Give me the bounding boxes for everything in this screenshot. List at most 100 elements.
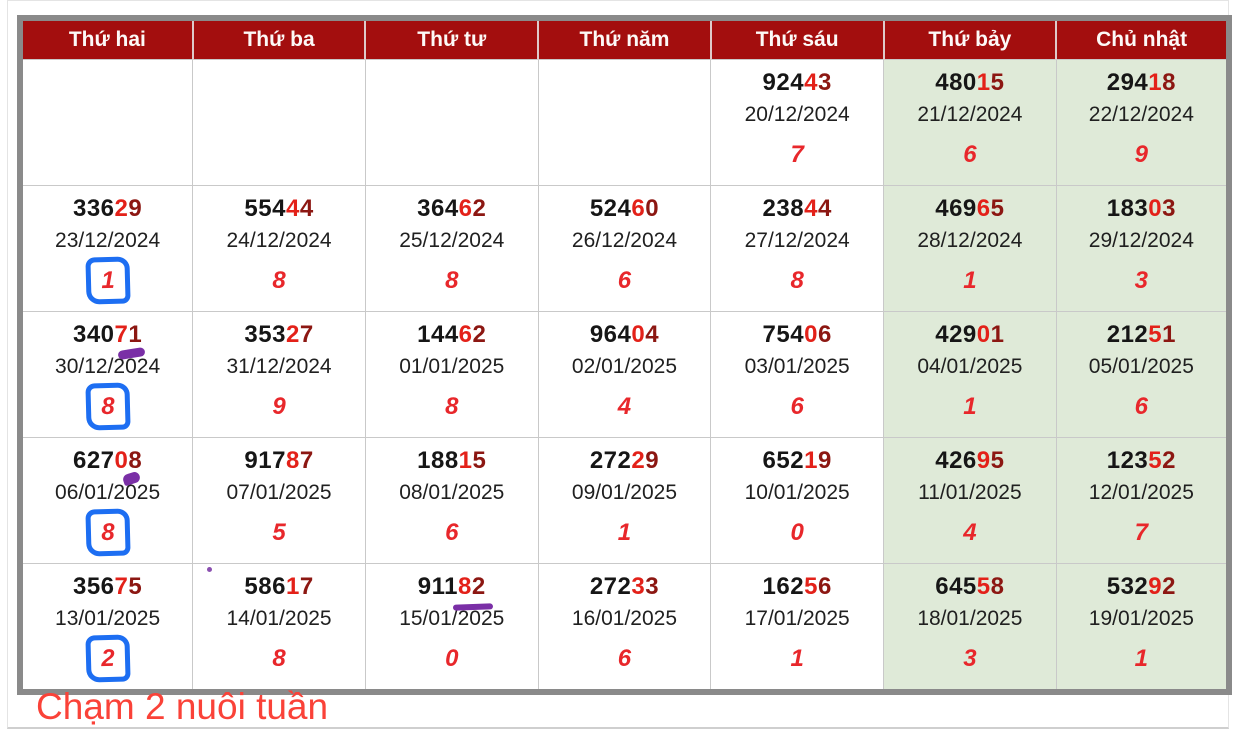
day-cell-content: 48015 21/12/2024 6: [884, 60, 1056, 185]
day-cell-content: 35327 31/12/2024 9: [193, 312, 365, 437]
number-prefix: 426: [935, 446, 977, 474]
touch-number-blue-box-annotation: 1: [84, 256, 131, 305]
number-digit5: 7: [299, 572, 314, 600]
day-cell: 27233 16/01/2025 6: [537, 563, 712, 693]
empty-day-cell: [192, 59, 366, 186]
number-digit5: 9: [128, 194, 143, 222]
result-date: 16/01/2025: [571, 606, 678, 630]
number-prefix: 336: [72, 194, 115, 222]
result-number: 35675: [73, 573, 142, 601]
number-digit5: 4: [645, 320, 660, 348]
result-number: 55444: [244, 195, 313, 223]
number-digit4: 2: [631, 446, 646, 474]
number-digit4: 5: [804, 572, 818, 600]
number-prefix: 754: [762, 320, 805, 348]
result-number: 35327: [244, 321, 313, 349]
day-cell: 96404 02/01/2025 4: [537, 311, 712, 438]
result-number: 42695: [935, 447, 1004, 475]
week-row-5: 35675 13/01/2025 2 58617 14/01/2025 8 91182 15/…: [19, 563, 1230, 693]
week-row-1: 92443 20/12/2024 7 48015 21/12/2024 6 29418 22/…: [19, 59, 1230, 186]
week-row-4: 62708 06/01/2025 8 91787 07/01/2025 5 18815 08/…: [19, 437, 1230, 564]
day-cell: 52460 26/12/2024 6: [537, 185, 712, 312]
number-prefix: 188: [417, 446, 459, 474]
result-number: 12352: [1107, 447, 1176, 475]
result-date: 04/01/2025: [917, 354, 1023, 378]
touch-line: 8: [84, 508, 131, 557]
day-cell-content: 55444 24/12/2024 8: [193, 186, 365, 311]
result-date: 01/01/2025: [399, 354, 505, 378]
number-digit5: 5: [472, 446, 487, 474]
number-digit5: 2: [1162, 572, 1176, 600]
result-date: 30/12/2024: [55, 354, 161, 378]
result-date: 08/01/2025: [399, 480, 505, 504]
day-cell-content: 18815 08/01/2025 6: [366, 438, 538, 563]
touch-line: 1: [790, 637, 803, 681]
touch-line: 1: [618, 511, 631, 555]
number-prefix: 645: [935, 572, 977, 600]
number-prefix: 586: [244, 572, 286, 600]
lottery-results-table: Thứ hai Thứ ba Thứ tư Thứ năm Thứ sáu Thứ bảy…: [17, 15, 1232, 695]
day-cell-content: 27233 16/01/2025 6: [539, 564, 711, 689]
touch-line: 6: [618, 259, 631, 303]
touch-line: 5: [272, 511, 285, 555]
number-prefix: 212: [1106, 320, 1149, 348]
touch-number: 7: [1134, 518, 1149, 546]
empty-day-cell: [537, 59, 712, 186]
number-prefix: 469: [935, 194, 977, 222]
result-date: 21/12/2024: [917, 102, 1023, 126]
number-prefix: 627: [72, 446, 115, 474]
number-digit5: 2: [1162, 446, 1176, 474]
number-digit5: 9: [645, 446, 660, 474]
touch-line: 1: [1135, 637, 1148, 681]
result-date: 03/01/2025: [744, 354, 850, 378]
number-digit5: 1: [1162, 320, 1176, 348]
day-cell-content: 42901 04/01/2025 1: [884, 312, 1056, 437]
result-date: 25/12/2024: [399, 228, 505, 252]
number-digit5: 1: [128, 320, 143, 348]
touch-line: 3: [963, 637, 976, 681]
number-digit4: 1: [1148, 68, 1163, 96]
result-date: 10/01/2025: [744, 480, 850, 504]
day-cell-content: 16256 17/01/2025 1: [711, 564, 883, 689]
number-prefix: 429: [935, 320, 977, 348]
result-number: 34071: [73, 321, 142, 349]
result-number: 62708: [73, 447, 142, 475]
touch-line: 1: [963, 259, 976, 303]
result-number: 27229: [590, 447, 659, 475]
number-digit4: 7: [114, 572, 129, 600]
number-digit5: 3: [1162, 194, 1176, 222]
touch-number: 8: [272, 266, 286, 294]
empty-day-cell: [19, 59, 194, 186]
day-cell-content: 62708 06/01/2025 8: [23, 438, 192, 563]
touch-number: 9: [272, 392, 286, 420]
day-cell: 42695 11/01/2025 4: [883, 437, 1057, 564]
result-date: 19/01/2025: [1088, 606, 1194, 630]
day-cell: 46965 28/12/2024 1: [883, 185, 1057, 312]
touch-number: 1: [617, 518, 632, 546]
number-digit4: 0: [1148, 194, 1163, 222]
number-digit4: 5: [1148, 446, 1163, 474]
result-number: 21251: [1107, 321, 1176, 349]
result-number: 42901: [935, 321, 1004, 349]
touch-number: 5: [272, 518, 286, 546]
purple-dot-annotation: [207, 567, 213, 572]
touch-number: 6: [963, 140, 977, 168]
number-digit5: 5: [990, 446, 1005, 474]
touch-number: 0: [445, 644, 459, 672]
weekday-header-row: Thứ hai Thứ ba Thứ tư Thứ năm Thứ sáu Thứ bảy…: [20, 18, 1229, 60]
number-digit4: 4: [804, 68, 818, 96]
number-digit4: 0: [804, 320, 818, 348]
weekday-header-5: Thứ sáu: [709, 18, 884, 60]
day-cell: 18815 08/01/2025 6: [364, 437, 539, 564]
number-digit5: 8: [990, 572, 1005, 600]
number-digit4: 1: [804, 446, 818, 474]
result-number: 75406: [763, 321, 832, 349]
day-cell: 55444 24/12/2024 8: [192, 185, 366, 312]
week-row-2: 33629 23/12/2024 1 55444 24/12/2024 8 36462 25/…: [19, 185, 1230, 312]
number-digit4: 6: [631, 194, 646, 222]
touch-line: 6: [1135, 385, 1148, 429]
number-prefix: 356: [72, 572, 115, 600]
result-date: 14/01/2025: [226, 606, 332, 630]
touch-line: 8: [272, 637, 285, 681]
number-prefix: 238: [762, 194, 805, 222]
